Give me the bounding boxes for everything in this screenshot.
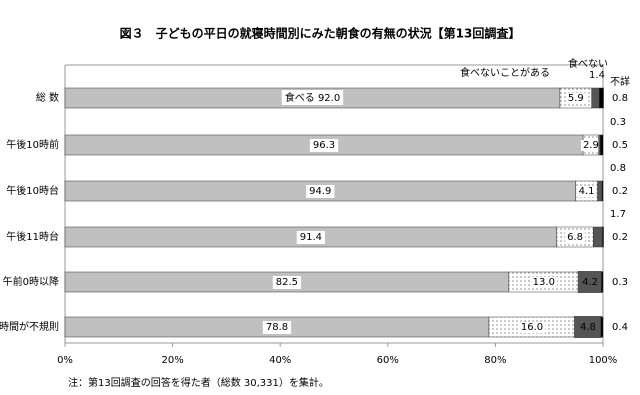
bar-segment <box>600 316 604 338</box>
series-name: 食べる <box>285 91 315 104</box>
y-tick-label: 総 数 <box>36 91 59 104</box>
y-tick-label: 時間が不規則 <box>0 320 59 333</box>
value-label: 94.9 <box>309 186 331 197</box>
label-box <box>309 139 339 152</box>
x-tick-label: 100% <box>589 355 618 366</box>
label-box <box>565 232 585 243</box>
data-label: 13.0 <box>533 277 555 288</box>
data-label: 0.8 <box>612 93 628 104</box>
label-box <box>296 231 325 244</box>
bar-segment <box>598 87 604 109</box>
data-label: 0.4 <box>612 322 628 333</box>
data-label: 0.3 <box>612 277 628 288</box>
data-label: 16.0 <box>521 322 543 333</box>
data-label: 78.8 <box>266 322 288 333</box>
data-label: 0.8 <box>610 163 626 174</box>
label-box <box>306 185 335 198</box>
data-label: 食べる 92.0 <box>285 91 340 104</box>
data-label: 1.7 <box>610 209 626 220</box>
data-label: 0.2 <box>612 186 628 197</box>
data-label: 1.4 <box>589 70 605 81</box>
value-label: 78.8 <box>266 322 288 333</box>
bar-segment <box>600 134 604 156</box>
value-label: 96.3 <box>313 140 335 151</box>
value-label: 91.4 <box>300 232 322 243</box>
bar-segment <box>593 226 603 248</box>
bar-segment <box>602 226 604 248</box>
data-label: 82.5 <box>276 277 298 288</box>
legend-label: 食べない <box>568 57 608 70</box>
label-box <box>580 140 601 151</box>
y-tick-label: 午後10時前 <box>6 138 59 151</box>
data-label: 96.3 <box>313 140 335 151</box>
data-label: 6.8 <box>567 232 583 243</box>
value-label: 82.5 <box>276 277 298 288</box>
data-label: 0.2 <box>612 232 628 243</box>
data-label: 91.4 <box>300 232 322 243</box>
bar-segment <box>601 180 604 202</box>
x-tick-label: 40% <box>269 355 291 366</box>
data-label: 94.9 <box>309 186 331 197</box>
data-label: 2.9 <box>583 140 599 151</box>
bar-segment <box>601 271 604 293</box>
x-tick-label: 60% <box>377 355 399 366</box>
note: 注：第13回調査の回答を得た者（総数 30,331）を集計。 <box>68 376 329 389</box>
bar-segment <box>597 180 603 202</box>
data-label: 4.2 <box>582 277 598 288</box>
label-box <box>565 93 586 104</box>
x-tick-label: 0% <box>57 355 73 366</box>
legend-label: 食べないことがある <box>460 66 550 79</box>
value-label: 92.0 <box>318 93 340 104</box>
data-label: 4.8 <box>580 322 596 333</box>
legend-label: 不詳 <box>610 75 630 88</box>
label-box <box>262 321 292 334</box>
x-tick-label: 80% <box>484 355 506 366</box>
y-tick-label: 午後10時台 <box>6 184 59 197</box>
label-box <box>530 277 557 288</box>
label-box <box>576 186 597 197</box>
y-tick-label: 午前0時以降 <box>3 275 59 288</box>
label-box <box>272 276 302 289</box>
data-label: 0.5 <box>612 140 628 151</box>
x-tick-label: 20% <box>161 355 183 366</box>
label-box <box>518 322 546 333</box>
label-box <box>281 90 344 105</box>
y-tick-label: 午後11時台 <box>6 230 59 243</box>
data-label: 0.3 <box>610 117 626 128</box>
data-label: 5.9 <box>568 93 584 104</box>
chart-title: 図３ 子どもの平日の就寝時間別にみた朝食の有無の状況【第13回調査】 <box>120 26 521 41</box>
bar-segment <box>591 87 600 109</box>
data-label: 4.1 <box>579 186 595 197</box>
